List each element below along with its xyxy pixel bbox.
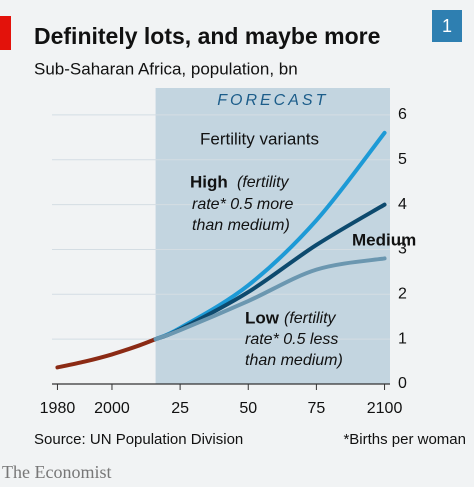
red-tab — [0, 16, 11, 50]
forecast-band — [155, 88, 390, 384]
annotation: Fertility variants — [200, 129, 319, 148]
footnote: *Births per woman — [343, 431, 466, 448]
annotation: rate* 0.5 more — [192, 196, 293, 213]
x-tick-label: 75 — [308, 400, 326, 417]
y-tick-label: 6 — [398, 106, 407, 123]
source: Source: UN Population Division — [34, 431, 243, 448]
annotation: rate* 0.5 less — [245, 331, 338, 348]
annotation: than medium) — [245, 352, 343, 369]
annotation: than medium) — [192, 217, 290, 234]
chart-title: Definitely lots, and maybe more — [34, 23, 380, 49]
x-tick-label: 50 — [239, 400, 257, 417]
x-tick-label: 1980 — [40, 400, 76, 417]
annotation: (fertility — [237, 174, 290, 191]
series-label: High — [190, 172, 228, 191]
y-tick-label: 5 — [398, 151, 407, 168]
series-label: Medium — [352, 230, 416, 249]
chart-number: 1 — [442, 16, 452, 36]
brand: The Economist — [2, 462, 111, 482]
y-tick-label: 3 — [398, 241, 407, 258]
y-tick-label: 1 — [398, 330, 407, 347]
forecast-label: FORECAST — [217, 92, 328, 109]
annotation: (fertility — [284, 310, 337, 327]
y-tick-label: 2 — [398, 286, 407, 303]
x-tick-label: 2100 — [367, 400, 403, 417]
series-label: Low — [245, 308, 280, 327]
series-line — [55, 337, 158, 370]
y-tick-label: 4 — [398, 196, 407, 213]
chart-subtitle: Sub-Saharan Africa, population, bn — [34, 59, 298, 78]
y-tick-label: 0 — [398, 375, 407, 392]
x-tick-label: 2000 — [94, 400, 130, 417]
series-line — [153, 256, 387, 342]
x-tick-label: 25 — [171, 400, 189, 417]
badge — [432, 10, 462, 42]
